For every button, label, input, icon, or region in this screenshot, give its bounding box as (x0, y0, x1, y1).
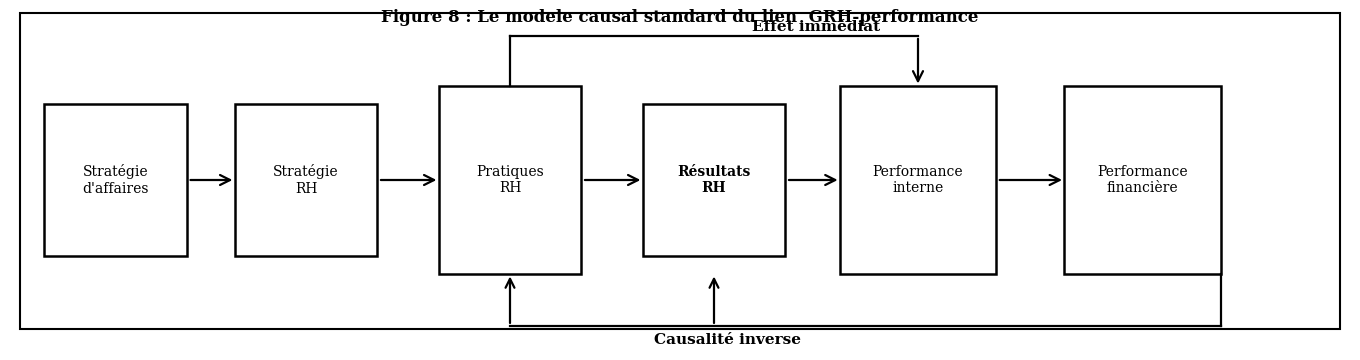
Text: Figure 8 : Le modele causal standard du lien  GRH-performance: Figure 8 : Le modele causal standard du … (381, 9, 979, 26)
Text: Stratégie
RH: Stratégie RH (273, 165, 339, 195)
FancyBboxPatch shape (235, 104, 378, 256)
Text: Causalité inverse: Causalité inverse (654, 333, 801, 347)
FancyBboxPatch shape (643, 104, 786, 256)
Text: Effet immédiat: Effet immédiat (752, 20, 880, 34)
Text: Résultats
RH: Résultats RH (677, 165, 751, 195)
Text: Performance
financière: Performance financière (1098, 165, 1187, 195)
FancyBboxPatch shape (438, 86, 582, 274)
Text: Pratiques
RH: Pratiques RH (476, 165, 544, 195)
FancyBboxPatch shape (840, 86, 996, 274)
FancyBboxPatch shape (45, 104, 188, 256)
Text: Performance
interne: Performance interne (873, 165, 963, 195)
FancyBboxPatch shape (1064, 86, 1221, 274)
Text: Stratégie
d'affaires: Stratégie d'affaires (83, 165, 148, 195)
